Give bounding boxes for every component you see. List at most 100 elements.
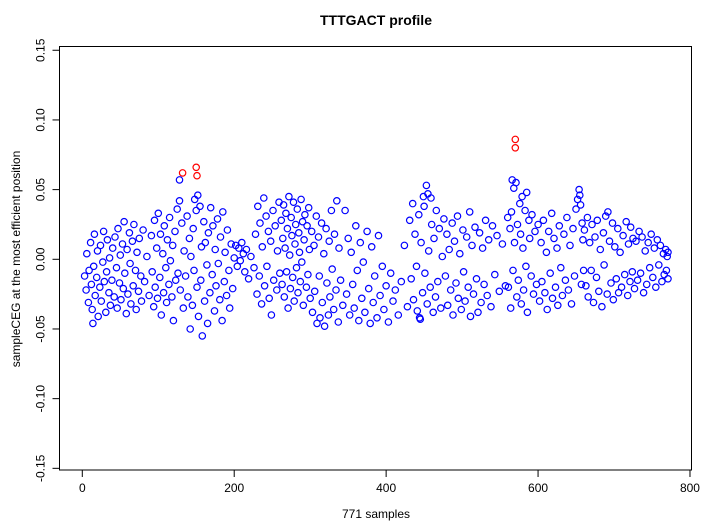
data-point	[566, 241, 574, 250]
data-point	[119, 284, 128, 293]
data-point	[265, 294, 274, 303]
data-point	[120, 217, 128, 226]
data-point	[147, 231, 156, 240]
data-point	[128, 237, 137, 246]
data-point	[162, 298, 171, 307]
data-point	[204, 229, 213, 237]
data-point	[171, 227, 179, 236]
data-point	[203, 319, 212, 328]
data-point	[409, 295, 418, 304]
data-point	[506, 224, 514, 233]
data-point	[297, 195, 305, 204]
data-point	[134, 287, 143, 296]
data-point	[111, 233, 119, 241]
data-point	[194, 191, 202, 200]
data-point	[648, 273, 657, 282]
data-point	[113, 304, 122, 312]
data-point	[373, 313, 381, 322]
data-point	[484, 236, 493, 244]
data-point	[366, 319, 375, 328]
data-point	[400, 241, 409, 250]
data-point	[512, 293, 521, 301]
data-point	[359, 258, 368, 266]
data-point	[165, 213, 174, 222]
data-point	[85, 266, 93, 275]
data-point	[459, 267, 468, 276]
data-point	[221, 248, 229, 257]
data-point	[304, 203, 313, 212]
data-point	[624, 240, 633, 248]
data-point	[151, 283, 160, 292]
data-point	[464, 283, 473, 292]
data-point	[633, 276, 642, 285]
data-point	[487, 302, 495, 311]
data-point	[519, 244, 527, 252]
data-point	[495, 287, 504, 296]
data-point	[622, 217, 631, 226]
data-point	[223, 226, 232, 234]
data-point	[416, 315, 425, 324]
data-point	[176, 286, 185, 294]
data-point	[370, 272, 379, 280]
data-point	[156, 273, 164, 282]
data-point	[105, 254, 114, 262]
data-point	[310, 241, 318, 250]
data-point	[291, 240, 299, 248]
data-point	[238, 238, 246, 247]
data-point	[382, 281, 390, 290]
data-point	[534, 220, 542, 229]
y-axis-label: sampleCEG at the most efficient position	[9, 150, 23, 368]
data-point	[522, 188, 531, 197]
data-point	[542, 248, 551, 257]
data-point	[441, 272, 450, 280]
data-point	[589, 298, 598, 307]
data-point	[651, 283, 660, 292]
data-point	[275, 269, 284, 278]
data-point	[267, 311, 276, 319]
data-point	[194, 312, 203, 321]
data-point	[468, 241, 476, 250]
data-point	[96, 283, 104, 292]
data-point	[408, 199, 417, 208]
data-point	[363, 227, 371, 236]
data-point	[219, 208, 227, 216]
data-point	[278, 280, 286, 289]
data-point	[452, 279, 460, 287]
data-point	[253, 202, 262, 211]
x-tick-label: 400	[376, 481, 396, 495]
data-point	[380, 305, 388, 314]
data-point	[244, 274, 253, 283]
data-point	[384, 318, 393, 326]
data-point	[583, 213, 592, 222]
data-point	[664, 274, 672, 283]
data-point	[130, 220, 138, 229]
data-point	[570, 272, 579, 280]
data-point	[563, 213, 571, 222]
data-point	[525, 216, 533, 225]
data-point	[330, 230, 339, 239]
data-point	[140, 277, 149, 286]
data-point	[342, 290, 351, 298]
data-point	[424, 247, 433, 255]
data-point	[580, 226, 589, 234]
data-point	[546, 269, 555, 278]
data-point	[225, 266, 233, 275]
data-point	[567, 300, 576, 308]
data-point	[250, 263, 258, 272]
data-point	[100, 277, 109, 286]
data-point	[260, 281, 269, 290]
data-point	[126, 259, 134, 268]
data-point	[292, 263, 301, 272]
data-point	[613, 224, 622, 233]
data-point	[446, 286, 455, 294]
data-point	[168, 241, 177, 250]
data-point	[284, 304, 292, 312]
data-point	[453, 212, 462, 220]
data-point	[114, 224, 122, 233]
data-point	[300, 236, 308, 244]
data-point	[189, 224, 198, 233]
data-point	[190, 266, 198, 275]
data-point	[105, 288, 113, 297]
data-point	[99, 227, 108, 236]
data-point	[143, 252, 151, 261]
